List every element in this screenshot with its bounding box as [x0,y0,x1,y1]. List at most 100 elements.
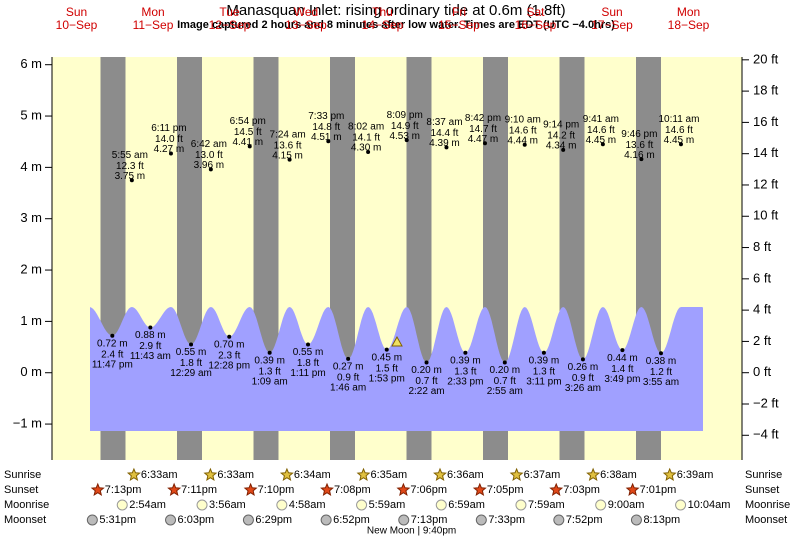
tide-point [600,142,605,147]
tide-m: 0.39 m [529,355,560,366]
sunset-time: 7:01pm [640,484,677,496]
tide-time: 7:33 pm [308,111,344,122]
moonrise-icon [116,499,128,511]
tide-point [424,360,429,365]
y2-tick-label: −2 ft [753,395,779,410]
tide-point [247,144,252,149]
moonrise-time: 10:04am [688,499,731,511]
y-tick-label: 0 m [20,364,42,379]
moonset-time: 5:31pm [99,514,136,526]
day-name: Thu [372,5,393,19]
tide-ft: 1.5 ft [376,363,398,374]
tide-m: 0.88 m [135,330,166,341]
sunrise-time: 6:38am [600,469,637,481]
y2-tick-label: 4 ft [753,302,771,317]
day-name: Mon [141,5,164,19]
tide-time: 1:53 pm [369,373,405,384]
tide-ft: 1.8 ft [297,358,319,369]
sunset-time: 7:08pm [334,484,371,496]
sunset-row-label: Sunset [4,484,38,496]
y2-tick-label: −4 ft [753,427,779,442]
day-date: 17−Sep [591,18,633,32]
tide-ft: 0.9 ft [337,373,359,384]
tide-point [227,334,232,339]
sunrise-icon [662,467,677,481]
tide-m: 0.20 m [411,365,442,376]
tide-point [639,157,644,162]
moonrise-icon [276,499,288,511]
tide-point [463,350,468,355]
tide-m: 4.51 m [311,132,342,143]
sunrise-icon [126,467,141,481]
y2-tick-label: 12 ft [753,176,779,191]
moonset-icon [242,514,254,526]
tide-ft: 1.8 ft [180,358,202,369]
tide-ft: 1.3 ft [454,366,476,377]
day-date: 12−Sep [209,18,251,32]
sunset-time: 7:11pm [181,484,217,496]
sunrise-icon [203,467,218,481]
tide-time: 9:14 pm [543,120,579,131]
tide-m: 0.39 m [450,355,481,366]
tide-ft: 1.2 ft [650,367,672,378]
sunset-time: 7:03pm [563,484,600,496]
tide-m: 0.38 m [646,356,677,367]
tide-point [502,360,507,365]
day-date: 10−Sep [56,18,98,32]
tide-point [129,178,134,183]
sunrise-icon [279,467,294,481]
moonset-time: 7:33pm [488,514,525,526]
sunset-icon [549,482,564,496]
tide-point [208,167,213,172]
tide-m: 0.27 m [333,362,364,373]
tide-time: 5:55 am [112,150,148,161]
tide-ft: 14.6 ft [587,125,615,136]
moonset-time: 7:52pm [566,514,603,526]
tide-ft: 14.9 ft [391,121,419,132]
day-name: Fri [452,5,466,19]
tide-m: 3.96 m [194,160,225,171]
sunrise-row-label: Sunrise [4,469,41,481]
tide-point [346,356,351,361]
moonset-time: 6:03pm [178,514,215,526]
sunrise-time: 6:36am [447,469,484,481]
y2-tick-label: 14 ft [753,145,779,160]
moonset-time: 7:13pm [411,514,448,526]
tide-ft: 14.4 ft [431,128,459,139]
tide-time: 8:37 am [426,117,462,128]
tide-time: 2:55 am [487,386,523,397]
moonset-icon [398,514,410,526]
tide-time: 12:29 am [170,368,212,379]
tide-m: 4.39 m [429,138,460,149]
day-name: Mon [677,5,700,19]
tide-point [110,333,115,338]
moonrise-icon [515,499,527,511]
sunrise-time: 6:37am [524,469,561,481]
tide-point [561,147,566,152]
tide-ft: 1.3 ft [533,366,555,377]
tide-m: 4.45 m [586,135,617,146]
day-date: 16−Sep [515,18,557,32]
tide-m: 4.45 m [664,135,695,146]
tide-time: 8:02 am [348,122,384,133]
tide-ft: 14.7 ft [469,124,497,135]
tide-ft: 14.0 ft [155,134,183,145]
tide-time: 12:28 pm [208,360,250,371]
tide-time: 1:09 am [252,376,288,387]
moonrise-icon [356,499,368,511]
tide-ft: 14.8 ft [312,122,340,133]
tide-ft: 14.6 ft [665,125,693,136]
tide-ft: 2.3 ft [218,350,240,361]
tide-point [482,141,487,146]
y2-tick-label: 6 ft [753,270,771,285]
y2-tick-label: 18 ft [753,83,779,98]
tide-ft: 2.4 ft [101,349,123,360]
sunrise-row-label: Sunrise [745,469,782,481]
moonrise-row-label: Moonrise [4,499,49,511]
moonrise-icon [435,499,447,511]
tide-time: 1:46 am [330,383,366,394]
y-tick-label: 5 m [20,107,42,122]
tide-m: 4.15 m [272,150,303,161]
tide-m: 4.34 m [546,141,577,152]
